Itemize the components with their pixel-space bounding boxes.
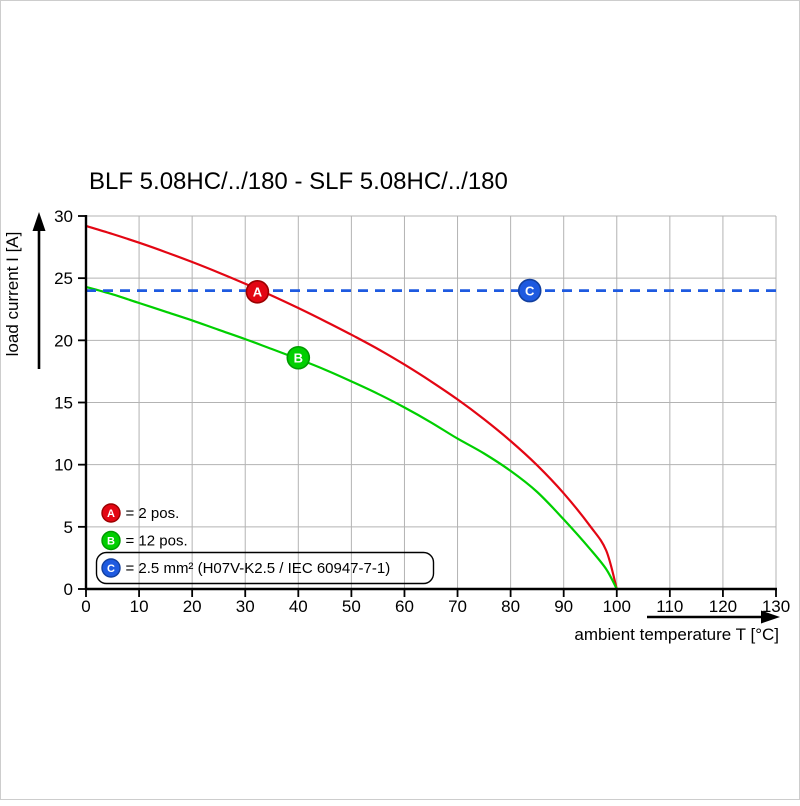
marker-letter-C: C: [525, 283, 535, 298]
x-tick-label: 40: [289, 597, 308, 616]
curves: [85, 224, 776, 590]
marker-B: [286, 345, 311, 370]
legend-box-C: [95, 551, 435, 585]
legend-label-A: = 2 pos.: [126, 505, 180, 522]
x-tick-label: 50: [342, 597, 361, 616]
y-tick-label: 25: [54, 269, 73, 288]
y-axis-arrow: [32, 212, 46, 369]
x-tick-label: 100: [603, 597, 631, 616]
curve-B: [85, 285, 618, 590]
x-tick-label: 30: [236, 597, 255, 616]
y-tick-label: 20: [54, 331, 73, 350]
x-tick-label: 20: [183, 597, 202, 616]
x-tick-label: 110: [656, 597, 683, 616]
marker-A: [245, 280, 270, 304]
axes: 0 10 20 30 40 50 60 70 80 90 100 110 120 130 0 5 10 15 20 2…: [54, 207, 790, 616]
x-tick-label: 90: [554, 597, 573, 616]
grid: [86, 215, 777, 589]
x-tick-label: 10: [130, 597, 149, 616]
legend: A = 2 pos. B = 12 pos. C = 2.5 mm² (H07V-K2.5…: [95, 503, 435, 585]
x-tick-label: 120: [709, 597, 737, 616]
legend-marker-letter-B: B: [107, 535, 115, 547]
y-tick-label: 15: [54, 394, 73, 413]
curve-A: [85, 224, 618, 590]
chart-title: BLF 5.08HC/../180 - SLF 5.08HC/../180: [89, 168, 508, 195]
y-tick-label: 10: [54, 456, 73, 475]
marker-letter-A: A: [253, 285, 263, 300]
x-axis-label: ambient temperature T [°C]: [574, 625, 779, 644]
legend-marker-A: [101, 503, 121, 523]
y-axis-label: load current I [A]: [3, 232, 22, 357]
legend-label-C: = 2.5 mm² (H07V-K2.5 / IEC 60947-7-1): [126, 560, 391, 577]
curve-markers: A B C: [245, 278, 542, 370]
x-tick-label: 60: [395, 597, 414, 616]
legend-label-B: = 12 pos.: [126, 533, 188, 550]
marker-C: [517, 278, 542, 303]
legend-marker-C: [101, 558, 121, 578]
y-tick-label: 5: [64, 518, 73, 537]
x-axis-arrow: [647, 610, 780, 624]
marker-letter-B: B: [294, 350, 303, 365]
legend-marker-B: [101, 530, 121, 551]
y-tick-label: 0: [64, 580, 73, 599]
y-tick-label: 30: [54, 207, 73, 226]
legend-marker-letter-C: C: [107, 563, 115, 575]
y-axis-arrowhead-icon: [32, 212, 46, 231]
x-tick-label: 70: [448, 597, 467, 616]
x-tick-label: 130: [762, 597, 790, 616]
x-tick-label: 80: [501, 597, 520, 616]
legend-marker-letter-A: A: [107, 508, 115, 520]
x-axis-arrowhead-icon: [761, 610, 780, 624]
x-tick-label: 0: [81, 597, 90, 616]
